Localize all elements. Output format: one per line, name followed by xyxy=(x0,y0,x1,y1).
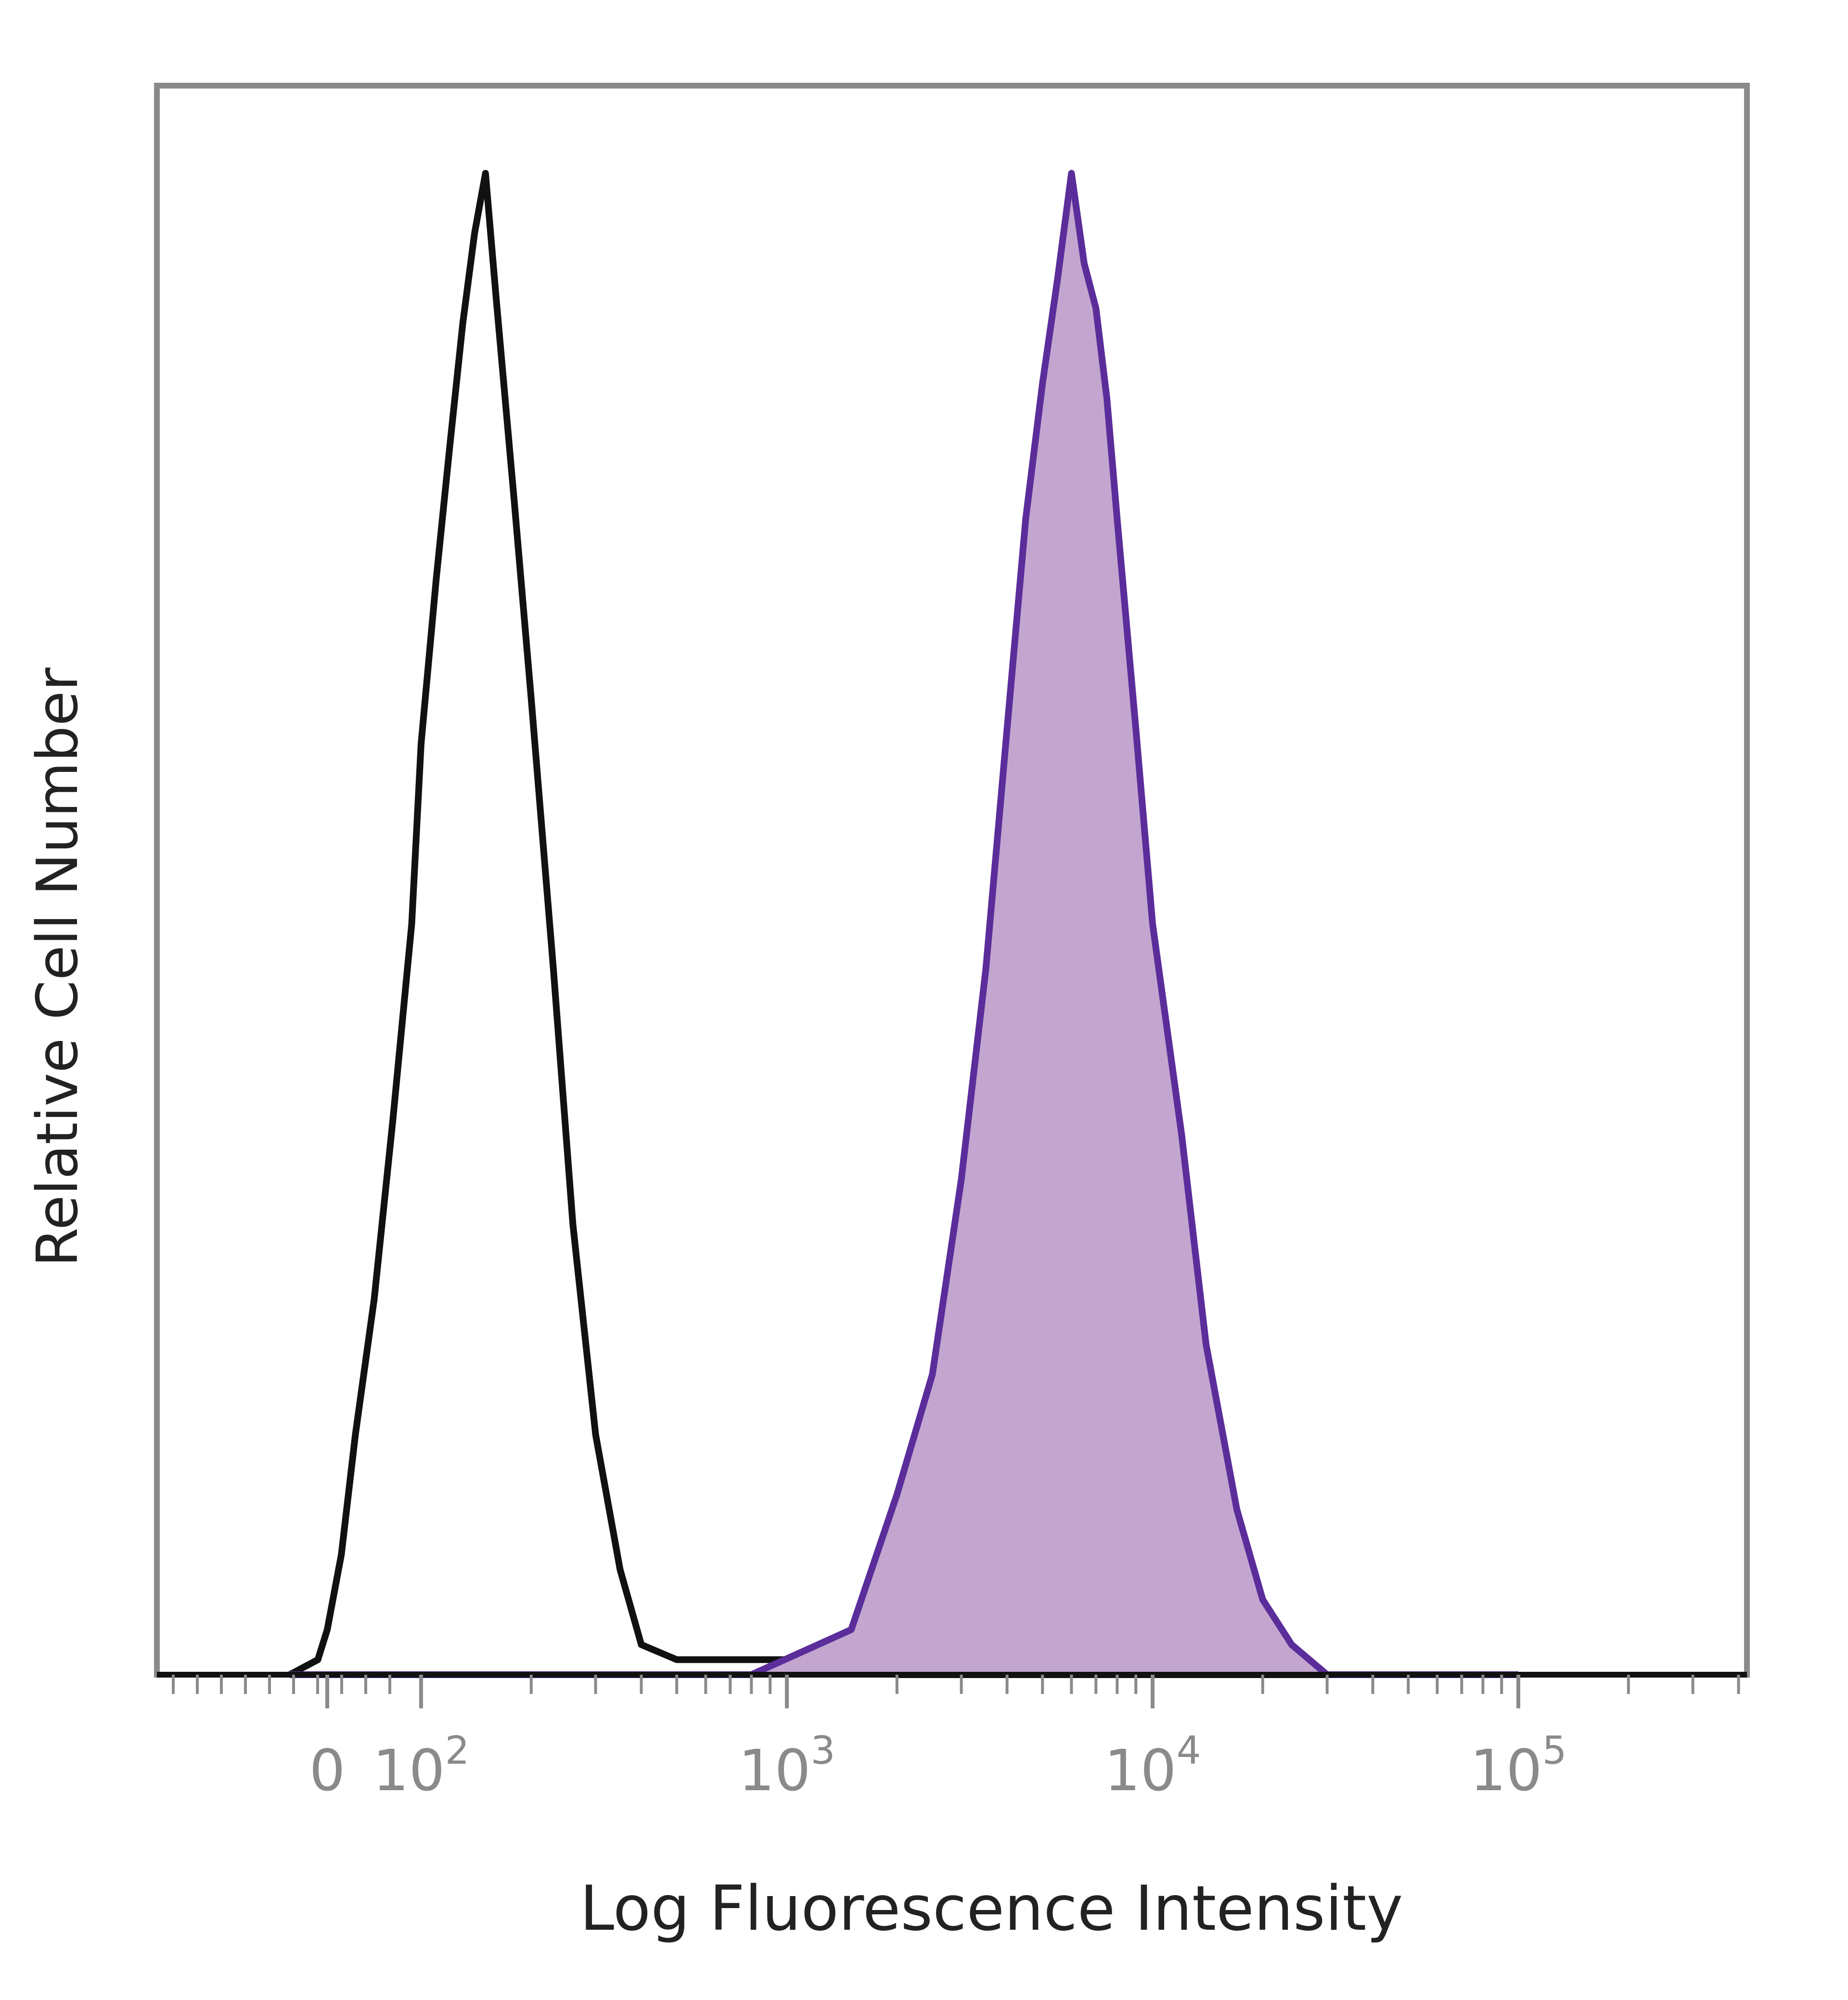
x-tick-label: 102 xyxy=(372,1728,469,1804)
x-tick-label: 104 xyxy=(1104,1728,1201,1804)
x-tick-label: 103 xyxy=(738,1728,835,1804)
x-tick-label: 0 xyxy=(309,1737,345,1804)
series-layer xyxy=(288,170,1518,1678)
series-2-line xyxy=(290,170,1518,1678)
x-tick-layer: 0 102 103 104 105 xyxy=(172,1675,1740,1804)
x-tick-label: 105 xyxy=(1470,1728,1566,1804)
y-axis-title: Relative Cell Number xyxy=(24,667,90,1267)
series-1-line xyxy=(288,170,1518,1678)
x-axis-title: Log Fluorescence Intensity xyxy=(580,1873,1403,1945)
